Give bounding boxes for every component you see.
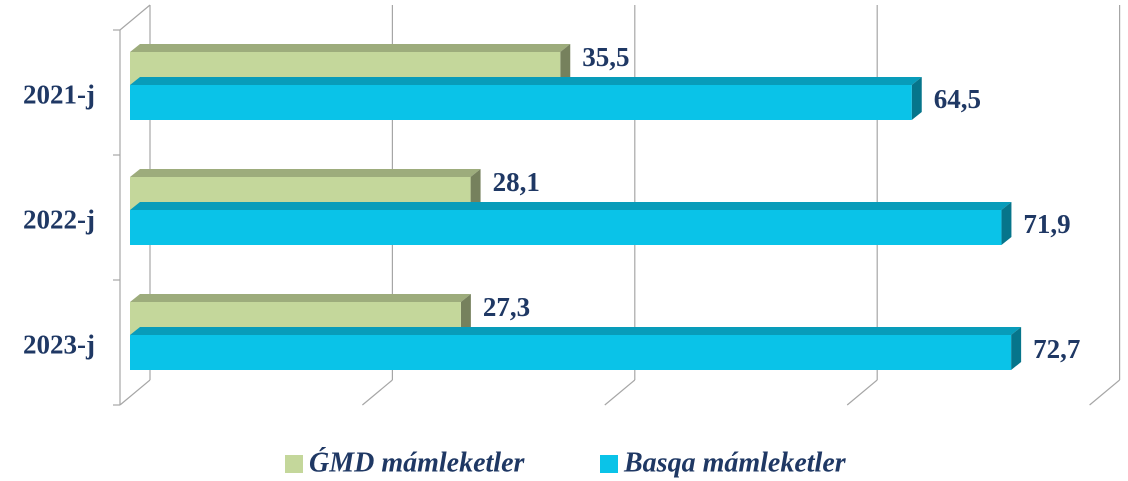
bar — [130, 202, 1012, 245]
legend-label: Basqa mámleketler — [623, 447, 847, 478]
grid-line — [1089, 379, 1120, 406]
data-label: 28,1 — [493, 167, 540, 197]
data-label: 27,3 — [483, 292, 530, 322]
grid-line — [846, 379, 878, 406]
grid-line — [604, 379, 636, 406]
bar-front — [130, 335, 1012, 370]
bar-top — [130, 77, 922, 85]
legend-swatch — [600, 455, 618, 473]
bar — [130, 327, 1022, 370]
y-tick-label: 2021-j — [23, 80, 95, 110]
grid-line — [119, 379, 151, 406]
bar-top — [130, 294, 471, 302]
bar-top — [130, 202, 1012, 210]
bar-side — [1011, 327, 1022, 370]
data-label: 72,7 — [1033, 334, 1080, 364]
bar-front — [130, 210, 1002, 245]
legend-swatch — [285, 455, 303, 473]
bar-side — [911, 77, 922, 120]
bar-side — [470, 169, 481, 210]
bar — [130, 77, 922, 120]
y-tick-label: 2023-j — [23, 330, 95, 360]
legend-label: ǴMD mámleketler — [309, 447, 526, 478]
legend: ǴMD mámleketler Basqa mámleketler — [285, 447, 847, 478]
bar-side — [460, 294, 471, 335]
bar-top — [130, 44, 571, 52]
data-label: 71,9 — [1023, 209, 1070, 239]
wall-edge — [119, 4, 151, 31]
bar-top — [130, 327, 1022, 335]
bar-side — [560, 44, 571, 85]
y-tick-label: 2022-j — [23, 205, 95, 235]
data-label: 64,5 — [934, 84, 981, 114]
bar-top — [130, 169, 481, 177]
data-label: 35,5 — [582, 42, 629, 72]
bar-front — [130, 85, 912, 120]
bar-side — [1001, 202, 1012, 245]
grid-line — [362, 379, 393, 406]
